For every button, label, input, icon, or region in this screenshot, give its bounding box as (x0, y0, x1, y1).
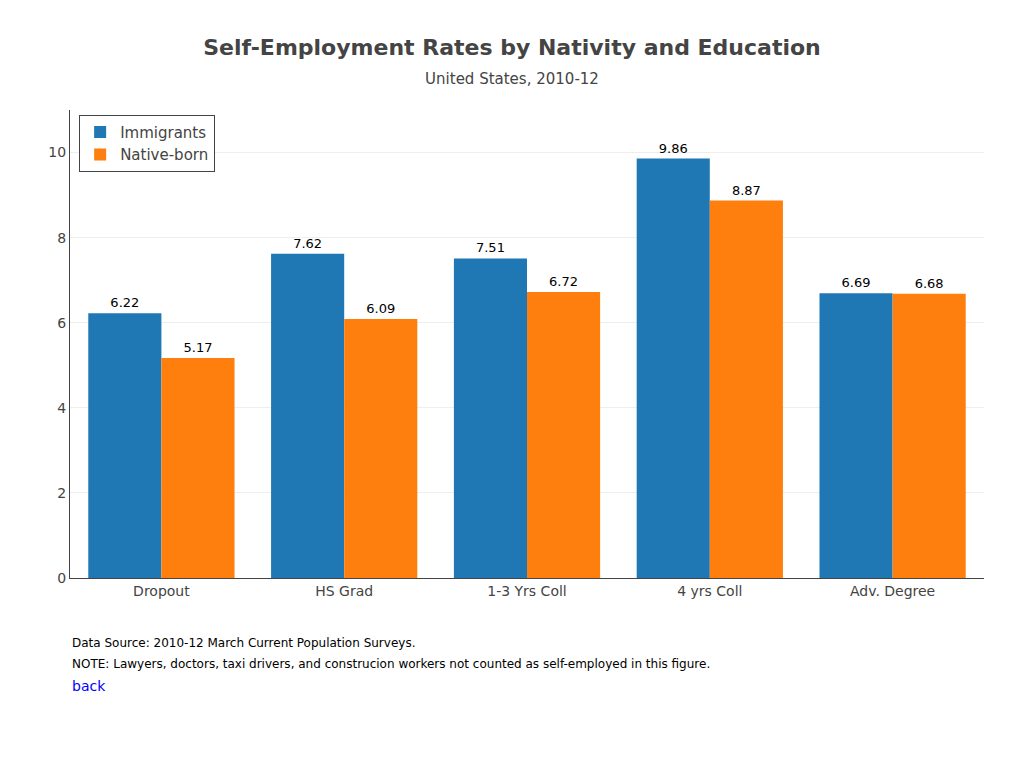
svg-text:2: 2 (57, 485, 66, 501)
svg-text:0: 0 (57, 570, 66, 586)
svg-text:Adv. Degree: Adv. Degree (850, 583, 935, 599)
svg-text:6.09: 6.09 (366, 301, 395, 316)
svg-text:8: 8 (57, 230, 66, 246)
svg-text:6.22: 6.22 (110, 295, 139, 310)
svg-text:6.69: 6.69 (842, 275, 871, 290)
svg-text:6.72: 6.72 (549, 274, 578, 289)
svg-text:10: 10 (48, 144, 66, 160)
svg-text:7.51: 7.51 (476, 240, 505, 255)
svg-text:Native-born: Native-born (120, 146, 208, 164)
svg-text:6.68: 6.68 (915, 276, 944, 291)
svg-text:1-3 Yrs Coll: 1-3 Yrs Coll (487, 583, 567, 599)
svg-text:Data Source: 2010-12 March Cur: Data Source: 2010-12 March Current Popul… (72, 636, 415, 650)
svg-text:HS Grad: HS Grad (315, 583, 373, 599)
svg-text:United States, 2010-12: United States, 2010-12 (425, 70, 599, 88)
svg-text:Immigrants: Immigrants (120, 124, 206, 142)
svg-text:6: 6 (57, 315, 66, 331)
svg-text:5.17: 5.17 (183, 340, 212, 355)
svg-text:NOTE: Lawyers, doctors, taxi d: NOTE: Lawyers, doctors, taxi drivers, an… (72, 657, 710, 671)
svg-text:back: back (72, 678, 106, 694)
svg-text:Dropout: Dropout (133, 583, 190, 599)
svg-text:9.86: 9.86 (659, 141, 688, 156)
svg-text:Self-Employment Rates by Nativ: Self-Employment Rates by Nativity and Ed… (203, 35, 821, 60)
svg-text:8.87: 8.87 (732, 183, 761, 198)
svg-text:4 yrs Coll: 4 yrs Coll (677, 583, 742, 599)
svg-text:7.62: 7.62 (293, 236, 322, 251)
svg-text:4: 4 (57, 400, 66, 416)
